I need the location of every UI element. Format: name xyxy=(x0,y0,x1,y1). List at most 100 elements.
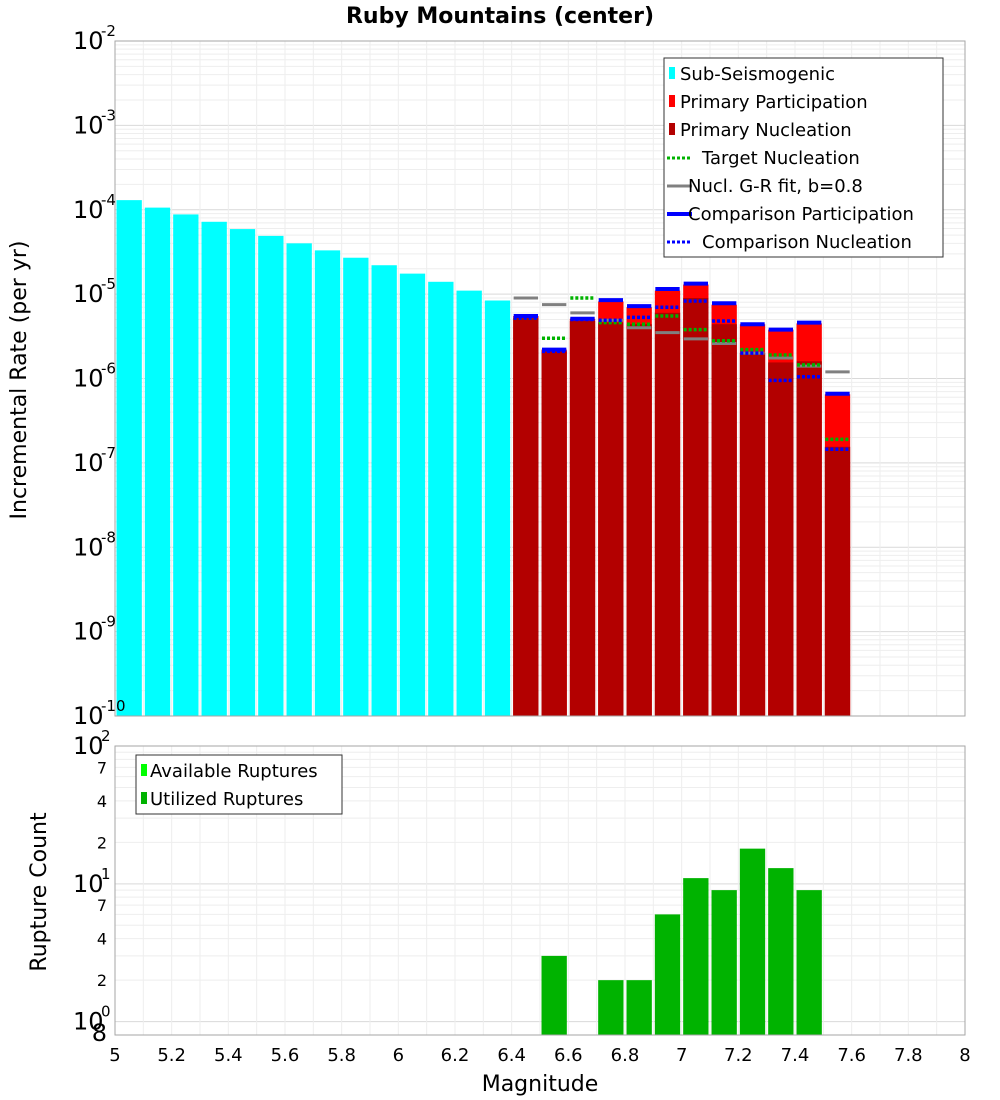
utilized-ruptures-bar xyxy=(711,890,737,1035)
x-tick-label: 7.2 xyxy=(724,1045,753,1066)
sub-seismogenic-bar xyxy=(428,281,454,716)
x-tick-label: 5.6 xyxy=(271,1045,300,1066)
legend-item: Sub-Seismogenic xyxy=(669,64,835,85)
sub-seismogenic-bar xyxy=(399,273,426,716)
y-tick-exponent: -3 xyxy=(101,106,116,124)
legend-item: Comparison Nucleation xyxy=(667,232,912,253)
sub-seismogenic-bar xyxy=(173,214,199,717)
utilized-ruptures-bar xyxy=(598,980,624,1035)
x-tick-label: 7.6 xyxy=(837,1045,866,1066)
y-tick-label: 10-9 xyxy=(73,613,116,646)
y-minor-tick-label: 2 xyxy=(97,833,107,852)
sub-seismogenic-bar xyxy=(258,235,284,716)
utilized-ruptures-bar xyxy=(626,980,652,1035)
y-tick-label: 102 xyxy=(73,727,111,760)
x-tick-label: 5.2 xyxy=(157,1045,186,1066)
top-y-axis-label: Incremental Rate (per yr) xyxy=(7,241,32,520)
sub-seismogenic-bar xyxy=(201,221,227,716)
primary-nucleation-bar xyxy=(768,362,794,716)
top-bars xyxy=(116,200,851,717)
y-tick-exponent: 2 xyxy=(101,727,111,745)
y-tick-exponent: -10 xyxy=(101,697,126,715)
y-tick-base: 10 xyxy=(73,280,104,308)
top-legend: Sub-Seismogenic Primary Participation Prim… xyxy=(663,57,944,258)
bottom-y-axis-label: Rupture Count xyxy=(27,812,52,972)
y-tick-exponent: -9 xyxy=(101,613,116,631)
legend-box xyxy=(135,754,343,815)
sub-seismogenic-bar xyxy=(229,229,256,717)
x-tick-label: 7.8 xyxy=(894,1045,923,1066)
legend-label: Primary Nucleation xyxy=(680,120,852,141)
utilized-ruptures-bar xyxy=(683,878,709,1035)
y-tick-base: 10 xyxy=(73,732,104,760)
x-tick-label: 7.4 xyxy=(781,1045,810,1066)
x-tick-label: 6.8 xyxy=(611,1045,640,1066)
primary-nucleation-bar xyxy=(711,324,737,716)
x-tick-label: 5.4 xyxy=(214,1045,243,1066)
x-ticks: 5 5.2 5.4 5.6 5.8 6 6.2 6.4 6.6 6.8 7 7.2 7.4 7.6 7.8 8 xyxy=(109,1045,970,1066)
bottom-legend: Available Ruptures Utilized Ruptures xyxy=(135,754,343,815)
legend-item: Nucl. G-R fit, b=0.8 xyxy=(667,176,863,197)
y-tick-base: 10 xyxy=(73,365,104,393)
y-tick-label: 101 xyxy=(73,865,111,898)
y-tick-exponent: -8 xyxy=(101,528,116,546)
legend-swatch xyxy=(141,764,147,776)
y-tick-label: 10-5 xyxy=(73,275,116,308)
y-tick-base: 10 xyxy=(73,533,104,561)
y-tick-label: 10-2 xyxy=(73,22,116,55)
sub-seismogenic-bar xyxy=(144,207,171,717)
y-tick-label: 10-6 xyxy=(73,360,116,393)
x-tick-label: 7 xyxy=(676,1045,687,1066)
x-tick-label: 6.4 xyxy=(497,1045,526,1066)
legend-label: Comparison Participation xyxy=(688,204,914,225)
y-tick-base: 10 xyxy=(73,111,104,139)
top-lines xyxy=(513,281,850,452)
primary-nucleation-bar xyxy=(683,297,709,716)
x-tick-label: 5.8 xyxy=(327,1045,356,1066)
top-plot-border xyxy=(114,40,966,717)
utilized-ruptures-bar xyxy=(654,914,681,1035)
y-tick-exponent: -6 xyxy=(101,360,116,378)
y-tick-label: 10-10 xyxy=(73,697,126,730)
legend-label: Utilized Ruptures xyxy=(150,789,303,810)
legend-item: Utilized Ruptures xyxy=(141,789,303,810)
x-tick-label: 6 xyxy=(393,1045,404,1066)
y-tick-exponent: -4 xyxy=(101,191,116,209)
legend-label: Primary Participation xyxy=(680,92,868,113)
utilized-ruptures-bar xyxy=(796,890,822,1035)
x-tick-label: 6.2 xyxy=(441,1045,470,1066)
y-tick-label: 10-7 xyxy=(73,444,116,477)
x-tick-label: 8 xyxy=(959,1045,970,1066)
legend-item: Available Ruptures xyxy=(141,761,318,782)
y-tick-label: 10-4 xyxy=(73,191,116,224)
x-axis-label: Magnitude xyxy=(482,1072,599,1097)
top-y-ticks: 10-210-310-410-510-610-710-810-910-10 xyxy=(73,22,126,730)
legend-label: Target Nucleation xyxy=(701,148,860,169)
bottom-bars xyxy=(541,848,822,1035)
legend-label: Nucl. G-R fit, b=0.8 xyxy=(688,176,863,197)
y-tick-base: 10 xyxy=(73,1008,104,1036)
legend-swatch xyxy=(669,95,675,107)
primary-nucleation-bar xyxy=(626,324,652,716)
sub-seismogenic-bar xyxy=(484,300,511,716)
y-tick-exponent: -2 xyxy=(101,22,116,40)
utilized-ruptures-bar xyxy=(739,848,766,1035)
legend-item: Target Nucleation xyxy=(667,148,860,169)
legend-swatch xyxy=(669,123,675,135)
y-tick-exponent: -5 xyxy=(101,275,116,293)
primary-nucleation-bar xyxy=(513,318,539,716)
y-tick-label: 100 xyxy=(73,1003,111,1036)
utilized-ruptures-bar xyxy=(541,955,567,1035)
y-minor-tick-label: 8 xyxy=(92,1019,107,1047)
y-tick-label: 10-3 xyxy=(73,106,116,139)
x-tick-label: 5 xyxy=(109,1045,120,1066)
sub-seismogenic-bar xyxy=(456,290,482,716)
legend-box xyxy=(663,57,944,258)
y-minor-tick-label: 7 xyxy=(97,896,107,915)
primary-nucleation-bar xyxy=(739,353,766,716)
legend-label: Comparison Nucleation xyxy=(702,232,912,253)
y-tick-exponent: -7 xyxy=(101,444,116,462)
primary-nucleation-bar xyxy=(654,312,681,716)
